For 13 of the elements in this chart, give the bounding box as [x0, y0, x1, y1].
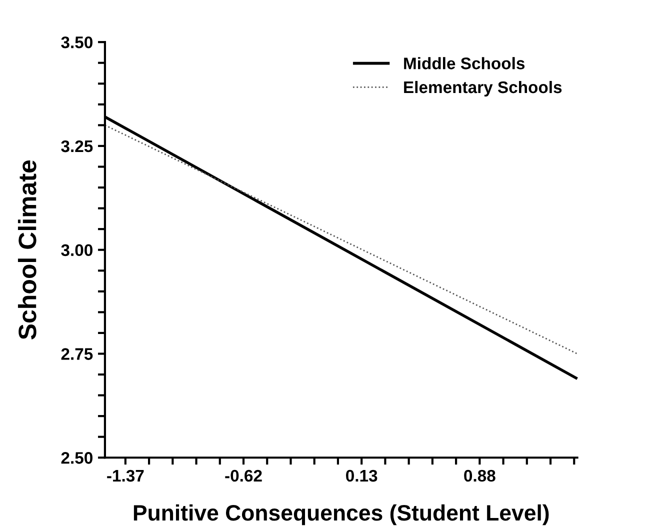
legend-label: Elementary Schools: [404, 80, 562, 96]
y-tick-label: 3.50: [61, 36, 92, 48]
x-tick-label: 0.13: [346, 470, 378, 482]
y-tick-label: 2.75: [61, 348, 93, 360]
x-axis-title: Punitive Consequences (Student Level): [134, 504, 549, 526]
y-tick-label: 3.00: [61, 244, 92, 256]
x-tick-label: 0.88: [464, 470, 496, 482]
x-tick-label: -1.37: [107, 470, 144, 482]
y-tick-label: 3.25: [61, 140, 93, 152]
legend-label: Middle Schools: [404, 57, 525, 70]
y-axis-title: School Climate: [18, 160, 36, 340]
y-tick-label: 2.50: [61, 452, 92, 464]
x-tick-label: -0.62: [225, 470, 262, 482]
